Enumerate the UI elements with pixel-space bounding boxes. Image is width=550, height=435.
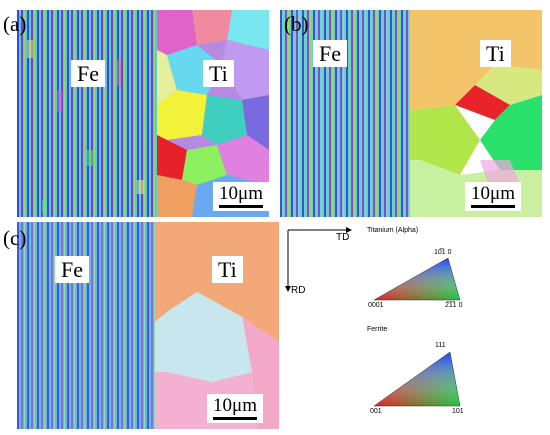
panel-c-scale-line [213, 417, 257, 420]
panel-a-label: (a) [3, 12, 27, 36]
ferrite-legend-left: 001 [370, 408, 382, 415]
td-rd-axes [285, 227, 352, 292]
ferrite-legend-title: Ferrite [367, 326, 388, 333]
panel-b: Fe Ti 10μm [280, 10, 542, 217]
panel-a: Fe Ti 10μm [17, 10, 269, 217]
rd-axis-label: RD [291, 285, 306, 296]
td-axis-label: TD [336, 232, 350, 243]
panel-a-scale-line [219, 205, 263, 208]
panel-c-label: (c) [3, 226, 27, 250]
titanium-legend-title: Titanium (Alpha) [367, 227, 419, 234]
panel-b-fe-tag: Fe [313, 40, 347, 68]
panel-a-scale-bar: 10μm [213, 182, 269, 211]
panel-c-ti-tag: Ti [212, 256, 243, 284]
panel-c-fe-tag: Fe [55, 256, 89, 284]
titanium-legend-right: 2̅1̅1 0 [445, 302, 463, 309]
ferrite-legend-right: 101 [452, 408, 464, 415]
panel-a-scale-label: 10μm [219, 183, 263, 204]
ferrite-legend-top: 111 [435, 342, 446, 349]
panel-b-ti-tag: Ti [480, 40, 511, 68]
panel-b-scale-bar: 10μm [465, 182, 521, 211]
panel-a-ti-tag: Ti [203, 60, 234, 88]
panel-b-label: (b) [284, 12, 309, 36]
titanium-ipf-triangle [373, 257, 461, 301]
panel-c: Fe Ti 10μm [17, 222, 279, 429]
ferrite-ipf-triangle [373, 351, 461, 407]
panel-c-scale-bar: 10μm [207, 394, 263, 423]
panel-c-scale-label: 10μm [213, 395, 257, 416]
panel-b-scale-line [471, 205, 515, 208]
titanium-legend-top: 10̅1 0 [434, 249, 452, 256]
panel-b-map [280, 10, 542, 217]
panel-b-scale-label: 10μm [471, 183, 515, 204]
titanium-legend-left: 0001 [368, 302, 384, 309]
panel-a-fe-tag: Fe [71, 60, 105, 88]
